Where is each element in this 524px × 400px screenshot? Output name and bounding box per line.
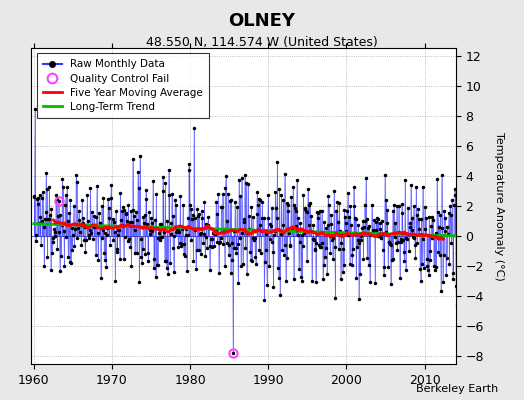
Text: 48.550 N, 114.574 W (United States): 48.550 N, 114.574 W (United States) [146,36,378,49]
Text: OLNEY: OLNEY [228,12,296,30]
Text: Berkeley Earth: Berkeley Earth [416,384,498,394]
Legend: Raw Monthly Data, Quality Control Fail, Five Year Moving Average, Long-Term Tren: Raw Monthly Data, Quality Control Fail, … [37,53,209,118]
Y-axis label: Temperature Anomaly (°C): Temperature Anomaly (°C) [494,132,504,280]
